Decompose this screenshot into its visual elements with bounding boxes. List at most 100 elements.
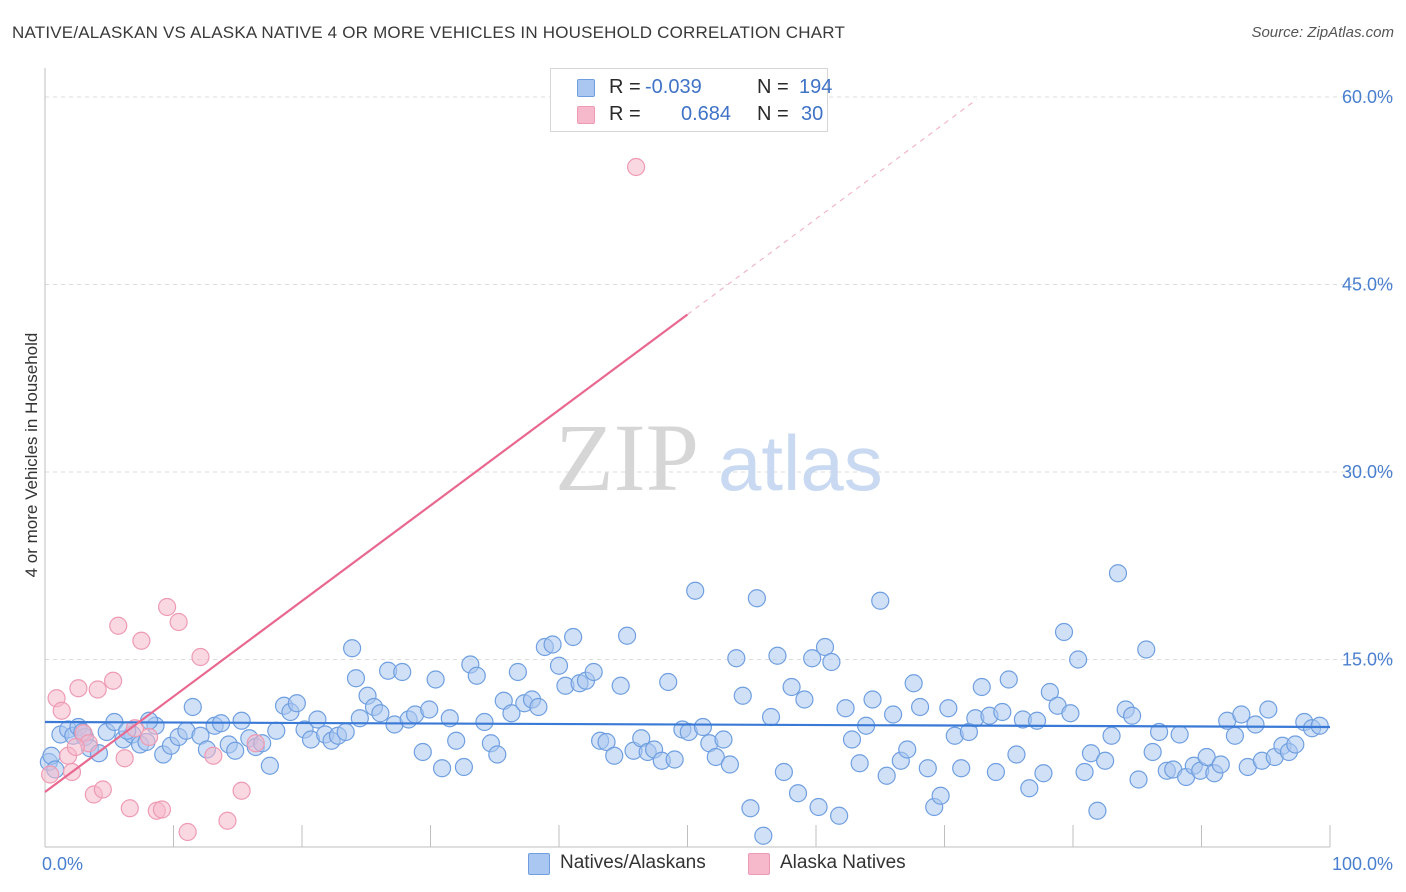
data-point [611, 676, 630, 695]
data-point [618, 626, 637, 645]
data-point [413, 742, 432, 762]
legend-r-label: R = [609, 103, 641, 125]
data-point [850, 754, 869, 773]
data-point [109, 616, 128, 635]
chart-title: NATIVE/ALASKAN VS ALASKA NATIVE 4 OR MOR… [12, 23, 846, 42]
data-point [139, 727, 159, 747]
legend-n-label: N = [757, 103, 789, 125]
source-label: Source: ZipAtlas.com [1251, 24, 1394, 41]
trend-line-0 [44, 720, 1331, 729]
data-point [93, 780, 112, 799]
trend-lines [44, 99, 1331, 793]
data-point [52, 701, 71, 720]
bottom-legend-swatch-alaska [748, 853, 770, 875]
series-natives-alaskans [39, 564, 1329, 845]
data-point [795, 690, 814, 709]
watermark-zip: ZIP [555, 404, 699, 511]
data-point [232, 711, 251, 730]
tick-labels: 15.0% 30.0% 45.0% 60.0% 0.0% 100.0% [42, 87, 1393, 874]
data-point [1211, 755, 1230, 774]
data-point [1197, 747, 1216, 767]
data-point [157, 597, 177, 617]
grid-lines [45, 96, 1395, 660]
data-point [426, 670, 445, 689]
data-point [549, 656, 569, 675]
series-alaska-natives [41, 157, 646, 842]
data-point [1310, 716, 1329, 735]
correlation-legend: R = -0.039 N = 194 R = 0.684 N = 30 [550, 68, 832, 132]
data-point [584, 662, 603, 682]
legend-r-label: R = [609, 76, 641, 98]
data-point [720, 755, 740, 774]
data-point [1040, 682, 1059, 702]
data-point [626, 157, 646, 177]
data-point [371, 704, 390, 723]
data-point [952, 759, 971, 778]
data-point [178, 822, 197, 842]
data-point [232, 781, 251, 800]
data-point [508, 662, 527, 682]
data-point [260, 756, 279, 775]
data-point [393, 662, 412, 682]
data-point [809, 797, 828, 817]
data-point [918, 759, 937, 778]
data-point [564, 627, 583, 647]
data-point [842, 730, 862, 749]
legend-swatch-natives [577, 79, 595, 97]
y-axis-label: 4 or more Vehicles in Household [22, 333, 41, 578]
bottom-legend-swatch-natives [528, 853, 550, 875]
data-point [1061, 704, 1080, 723]
data-point [1137, 640, 1156, 659]
data-point [69, 679, 88, 698]
data-point [115, 749, 134, 768]
data-point [768, 646, 787, 665]
data-point [605, 746, 624, 765]
x-tick-label: 100.0% [1332, 854, 1393, 874]
data-point [475, 712, 494, 732]
data-point [336, 722, 355, 742]
y-tick-label: 15.0% [1342, 650, 1393, 670]
data-point [267, 721, 286, 740]
data-point [488, 745, 507, 764]
legend-r-value: 0.684 [681, 103, 732, 125]
data-point [836, 699, 855, 718]
legend-n-label: N = [757, 76, 789, 98]
bottom-legend-label: Alaska Natives [780, 852, 906, 873]
data-point [191, 647, 210, 667]
data-point [741, 799, 760, 818]
legend-n-value: 30 [801, 103, 824, 125]
data-point [993, 702, 1012, 722]
data-point [66, 737, 85, 757]
legend-r-value: -0.039 [645, 76, 702, 98]
watermark: ZIP atlas [555, 404, 883, 511]
data-point [1259, 700, 1278, 719]
x-tick-label: 0.0% [42, 854, 83, 874]
data-point [972, 677, 991, 697]
data-point [863, 690, 882, 709]
y-tick-label: 45.0% [1342, 275, 1393, 295]
data-point [343, 639, 362, 658]
data-point [346, 669, 366, 688]
data-point [218, 811, 237, 830]
data-point [125, 719, 145, 738]
data-point [754, 826, 773, 845]
data-point [1020, 779, 1039, 798]
data-point [822, 652, 841, 672]
bottom-legend-label: Natives/Alaskans [560, 852, 706, 873]
data-point [454, 757, 474, 777]
data-point [1081, 744, 1101, 763]
data-point [999, 670, 1018, 689]
data-point [910, 697, 930, 717]
data-point [246, 734, 265, 753]
data-point [774, 762, 793, 782]
data-point [1069, 650, 1088, 669]
data-point [597, 732, 616, 752]
data-point [1075, 762, 1094, 782]
data-point [420, 700, 439, 719]
data-point [714, 730, 733, 749]
data-point [432, 759, 452, 778]
data-point [659, 672, 678, 692]
data-point [898, 740, 917, 759]
data-point [1246, 715, 1265, 734]
data-point [815, 637, 835, 657]
